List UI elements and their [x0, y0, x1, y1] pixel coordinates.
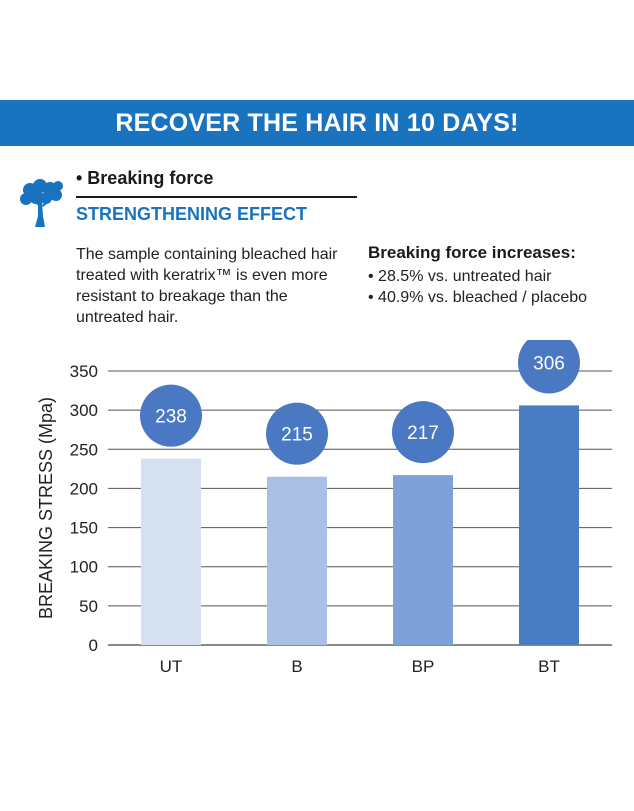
data-label: 238: [155, 407, 187, 428]
tree-icon: [20, 179, 63, 227]
y-tick-label: 50: [79, 597, 98, 616]
x-tick-label: B: [291, 657, 302, 676]
description-line: treated with keratrix™ is even more: [76, 267, 328, 284]
y-tick-label: 300: [70, 401, 98, 420]
x-tick-label: UT: [160, 657, 183, 676]
increase-item: • 40.9% vs. bleached / placebo: [368, 289, 588, 306]
description-line: The sample containing bleached hair: [76, 246, 338, 263]
data-label: 217: [407, 423, 439, 444]
banner: RECOVER THE HAIR IN 10 DAYS!: [0, 100, 634, 146]
increase-list: • 28.5% vs. untreated hair • 40.9% vs. b…: [368, 266, 587, 308]
y-axis-label: BREAKING STRESS (Mpa): [36, 397, 56, 619]
section-heading: • Breaking force: [76, 168, 214, 188]
description: The sample containing bleached hair trea…: [76, 244, 356, 328]
data-label: 215: [281, 425, 313, 446]
increase-title: Breaking force increases:: [368, 243, 576, 262]
bar-b: [267, 476, 327, 645]
breaking-stress-chart: 0 50 100 150 200 250 300 350 UT 238 B 215 BP 217 BT 30…: [36, 340, 612, 676]
y-tick-label: 200: [70, 479, 98, 498]
bar-ut: [141, 458, 201, 645]
section-divider: [76, 196, 357, 198]
y-tick-label: 100: [70, 558, 98, 577]
description-line: untreated hair.: [76, 309, 179, 326]
bar-bp: [393, 475, 453, 645]
y-tick-label: 250: [70, 440, 98, 459]
increase-item: • 28.5% vs. untreated hair: [368, 268, 552, 285]
section-subheading: STRENGTHENING EFFECT: [76, 204, 308, 224]
banner-title: RECOVER THE HAIR IN 10 DAYS!: [115, 108, 519, 137]
label-layer: UT 238 B 215 BP 217 BT 306: [140, 340, 580, 676]
value-bubble: [392, 401, 454, 464]
bar-layer: [141, 405, 579, 645]
value-bubble: [140, 384, 202, 447]
y-tick-label: 150: [70, 519, 98, 538]
description-line: resistant to breakage than the: [76, 288, 288, 305]
value-bubble: [518, 340, 580, 394]
data-label: 306: [533, 353, 565, 374]
x-tick-label: BP: [412, 657, 435, 676]
y-tick-label: 0: [89, 636, 98, 655]
x-tick-label: BT: [538, 657, 560, 676]
y-tick-label: 350: [70, 362, 98, 381]
bar-bt: [519, 405, 579, 645]
value-bubble: [266, 402, 328, 465]
